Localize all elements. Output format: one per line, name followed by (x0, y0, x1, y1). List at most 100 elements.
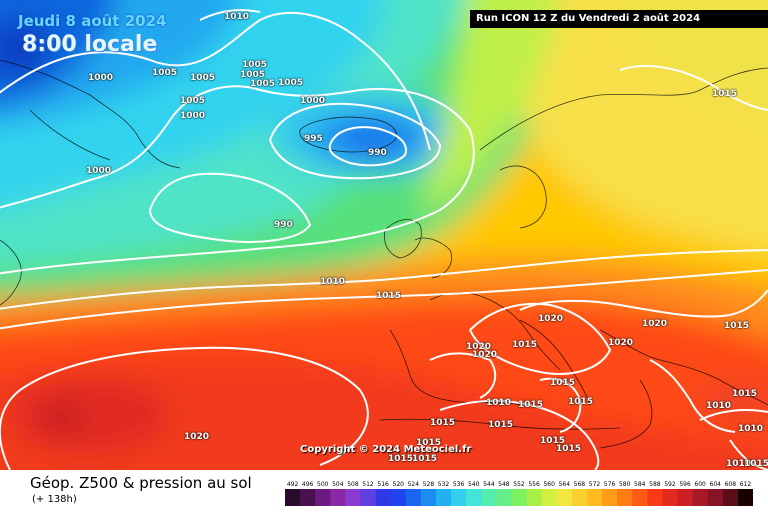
color-scale-swatch (390, 489, 407, 506)
color-scale-swatch (556, 489, 573, 506)
isobar-label: 1015 (388, 454, 414, 464)
color-scale-label: 592 (664, 481, 676, 488)
isobar-label: 1015 (430, 418, 456, 428)
isobar-label: 1000 (88, 73, 114, 83)
color-scale-label: 504 (332, 481, 344, 488)
isobar-label: 1020 (642, 319, 668, 329)
color-scale-label: 540 (468, 481, 480, 488)
forecast-time: 8:00 locale (22, 32, 158, 57)
isobar-label: 1000 (300, 96, 326, 106)
isobar-label: 1005 (250, 79, 276, 89)
color-scale-label: 556 (528, 481, 540, 488)
isobar-label: 1015 (412, 454, 438, 464)
forecast-date: Jeudi 8 août 2024 (18, 12, 167, 30)
isobar-label: 1020 (184, 432, 210, 442)
color-scale-swatch (511, 489, 527, 506)
color-scale-swatch (285, 489, 301, 506)
color-scale-swatch (330, 489, 346, 506)
color-scale-swatch (481, 489, 497, 506)
isobar-label: 1015 (416, 438, 442, 448)
color-scale-label: 500 (317, 481, 329, 488)
color-scale-swatch (345, 489, 361, 506)
color-scale-label: 520 (393, 481, 405, 488)
coastlines (0, 59, 768, 449)
isobar-label: 1005 (152, 68, 178, 78)
isobar-label: 1010 (706, 401, 732, 411)
color-scale-swatch (541, 489, 558, 506)
isobar-label: 1015 (568, 397, 594, 407)
color-scale-swatch (435, 489, 452, 506)
isobar-label: 1015 (488, 420, 514, 430)
isobar-label: 1005 (190, 73, 216, 83)
color-scale-swatch (722, 489, 739, 506)
isobar-label: 1015 (744, 459, 768, 469)
color-scale-swatch (692, 489, 709, 506)
isobar-label: 990 (368, 148, 387, 158)
color-scale-swatch (496, 489, 512, 506)
isobar-label: 1020 (466, 342, 492, 352)
color-scale-label: 568 (574, 481, 586, 488)
isobar-label: 1015 (556, 444, 582, 454)
color-scale-swatch (677, 489, 693, 506)
color-scale-label: 524 (408, 481, 420, 488)
isobar-label: 1015 (732, 389, 758, 399)
isobar-label: 1020 (538, 314, 564, 324)
isobar-label: 1015 (550, 378, 576, 388)
forecast-lead-time: (+ 138h) (32, 494, 77, 505)
isobar-label: 1005 (240, 70, 266, 80)
color-scale-swatch (405, 489, 422, 506)
chart-title: Géop. Z500 & pression au sol (30, 474, 252, 492)
color-scale-label: 528 (423, 481, 435, 488)
color-scale-label: 584 (634, 481, 646, 488)
color-scale-swatch (375, 489, 391, 506)
isobar-label: 1005 (278, 78, 304, 88)
color-scale: 492 496 500 504 508 512 516 520 524 528 532 536 540 5… (285, 481, 753, 506)
color-scale-label: 552 (513, 481, 525, 488)
color-scale-swatch (526, 489, 542, 506)
color-scale-swatch (571, 489, 588, 506)
color-scale-swatch (466, 489, 482, 506)
geopotential-map (0, 0, 768, 470)
isobar-label: 1005 (242, 60, 268, 70)
color-scale-label: 564 (559, 481, 571, 488)
color-scale-label: 572 (589, 481, 601, 488)
color-scale-label: 560 (543, 481, 555, 488)
model-run-banner: Run ICON 12 Z du Vendredi 2 août 2024 (470, 10, 768, 28)
color-scale-label: 612 (740, 481, 752, 488)
isobar-label: 1010 (738, 424, 764, 434)
isobar-label: 1020 (472, 350, 498, 360)
color-scale-label: 580 (619, 481, 631, 488)
color-scale-swatch (451, 489, 467, 506)
color-scale-label: 544 (483, 481, 495, 488)
color-scale-swatch (647, 489, 663, 506)
geopotential-fill (0, 0, 768, 470)
color-scale-swatch (300, 489, 316, 506)
color-scale-label: 576 (604, 481, 616, 488)
isobar-label: 1020 (608, 338, 634, 348)
copyright-notice: Copyright © 2024 Meteociel.fr (300, 444, 472, 455)
isobar-label: 1010 (726, 459, 752, 469)
isobar-label: 1010 (320, 277, 346, 287)
color-scale-swatch (586, 489, 603, 506)
color-scale-label: 496 (302, 481, 314, 488)
color-scale-label: 548 (498, 481, 510, 488)
color-scale-swatch (602, 489, 618, 506)
color-scale-swatch (707, 489, 724, 506)
color-scale-label: 492 (287, 481, 299, 488)
color-scale-swatch (662, 489, 678, 506)
isobar-label: 1015 (540, 436, 566, 446)
color-scale-label: 588 (649, 481, 661, 488)
isobar-label: 995 (304, 134, 323, 144)
color-scale-label: 532 (438, 481, 450, 488)
isobar-label: 1015 (712, 89, 738, 99)
color-scale-swatch (315, 489, 331, 506)
isobar-label: 1000 (180, 111, 206, 121)
color-scale-swatch (737, 489, 753, 506)
isobar-label: 1015 (376, 291, 402, 301)
color-scale-swatch (632, 489, 648, 506)
isobar-label: 1015 (518, 400, 544, 410)
color-scale-label: 600 (694, 481, 706, 488)
color-scale-label: 508 (347, 481, 359, 488)
isobar-label: 1015 (724, 321, 750, 331)
